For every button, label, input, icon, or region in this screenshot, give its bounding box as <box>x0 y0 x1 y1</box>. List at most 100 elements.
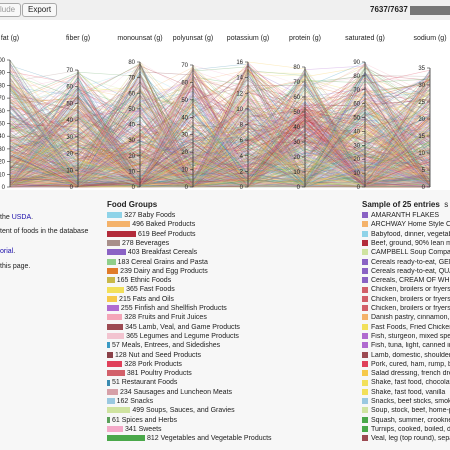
sample-entry[interactable]: Salad dressing, french dressing <box>362 370 450 379</box>
food-group-item[interactable]: 496 Baked Products <box>107 221 195 230</box>
sample-entry[interactable]: Squash, summer, crookneck and <box>362 417 450 426</box>
food-group-item[interactable]: 215 Fats and Oils <box>107 296 174 305</box>
food-group-bar <box>107 379 110 386</box>
sample-entry[interactable]: Beef, ground, 90% lean meat <box>362 240 450 249</box>
data-polyline <box>9 147 431 183</box>
food-group-item[interactable]: 341 Sweets <box>107 426 162 435</box>
data-polyline <box>9 77 431 185</box>
sample-entry[interactable]: Chicken, broilers or fryers, <box>362 296 450 305</box>
data-polyline <box>10 105 431 187</box>
data-polyline <box>9 139 431 188</box>
data-polyline <box>9 115 431 188</box>
axis[interactable]: polyunsat (g) 70 60 50 40 30 20 10 0 <box>173 35 213 191</box>
data-polyline <box>9 87 431 188</box>
data-polyline <box>9 99 431 187</box>
food-group-item[interactable]: 183 Cereal Grains and Pasta <box>107 259 208 268</box>
axis[interactable]: protein (g) 80 70 60 50 40 30 20 10 0 <box>289 35 321 191</box>
food-group-item[interactable]: 381 Poultry Products <box>107 370 192 379</box>
sample-entry[interactable]: Danish pastry, cinnamon, unenriched <box>362 314 450 323</box>
food-group-item[interactable]: 345 Lamb, Veal, and Game Products <box>107 324 240 333</box>
data-polyline <box>9 84 431 182</box>
food-group-item[interactable]: 812 Vegetables and Vegetable Products <box>107 435 272 444</box>
food-group-item[interactable]: 239 Dairy and Egg Products <box>107 268 208 277</box>
axis[interactable]: monounsat (g) 80 70 60 50 40 30 20 10 0 <box>117 35 162 191</box>
axis[interactable]: saturated (g) 90 80 70 60 50 40 30 20 10 0 <box>345 35 385 191</box>
export-button[interactable]: Export <box>22 3 58 17</box>
sample-entry[interactable]: Shake, fast food, vanilla <box>362 389 450 398</box>
include-button[interactable]: lude <box>0 3 22 17</box>
data-polyline <box>9 62 431 188</box>
sample-entry[interactable]: Cereals ready-to-eat, GENERAL <box>362 259 450 268</box>
axis[interactable]: fat (g)1009080706050403020100 <box>0 35 19 191</box>
sample-entry[interactable]: Veal, leg (top round), separable <box>362 435 450 444</box>
sample-entry[interactable]: Pork, cured, ham, rump, bone-in <box>362 361 450 370</box>
data-polyline <box>9 126 431 188</box>
data-polyline <box>9 92 431 188</box>
food-group-item[interactable]: 328 Pork Products <box>107 361 182 370</box>
data-polyline <box>9 79 431 185</box>
sample-entry[interactable]: Fish, sturgeon, mixed species <box>362 333 450 342</box>
data-polyline <box>9 91 431 188</box>
data-polyline <box>9 108 431 188</box>
sample-entry[interactable]: Turnips, cooked, boiled, drained <box>362 426 450 435</box>
food-group-item[interactable]: 57 Meals, Entrees, and Sidedishes <box>107 342 220 351</box>
data-polyline <box>9 69 431 187</box>
food-group-item[interactable]: 128 Nut and Seed Products <box>107 352 201 361</box>
food-group-item[interactable]: 499 Soups, Sauces, and Gravies <box>107 407 235 416</box>
sample-entry[interactable]: ARCHWAY Home Style Cookies <box>362 221 450 230</box>
parallel-coordinates-chart[interactable]: fat (g)1009080706050403020100 fiber (g)70… <box>0 20 450 200</box>
sample-entry[interactable]: Soup, stock, beef, home-prepared <box>362 407 450 416</box>
axis[interactable]: fiber (g) 70 60 50 40 30 20 10 0 <box>66 35 90 191</box>
food-group-item[interactable]: 278 Beverages <box>107 240 169 249</box>
food-group-item[interactable]: 619 Beef Products <box>107 231 196 240</box>
axis[interactable]: sodium (g) 35 30 25 20 15 10 5 0 <box>413 35 446 191</box>
sample-entry[interactable]: Babyfood, dinner, vegetables <box>362 231 450 240</box>
food-group-item[interactable]: 61 Spices and Herbs <box>107 417 177 426</box>
sample-swatch <box>362 230 368 237</box>
food-group-item[interactable]: 327 Baby Foods <box>107 212 175 221</box>
data-polyline <box>9 104 431 187</box>
data-polyline <box>9 66 431 187</box>
sample-swatch <box>362 258 368 265</box>
sample-entry[interactable]: CAMPBELL Soup Company, CAMPBELL <box>362 249 450 258</box>
sample-entry[interactable]: Shake, fast food, chocolate <box>362 379 450 388</box>
axis[interactable]: potassium (g) 16 14 12 10 8 6 4 2 0 <box>227 35 269 191</box>
sample-entry[interactable]: Lamb, domestic, shoulder, blade <box>362 352 450 361</box>
data-polyline <box>9 95 431 188</box>
sample-entry[interactable]: Fast Foods, Fried Chicken, KFC <box>362 324 450 333</box>
data-polyline <box>9 87 430 188</box>
food-group-item[interactable]: 162 Snacks <box>107 398 153 407</box>
data-polyline <box>9 75 431 188</box>
food-group-item[interactable]: 255 Finfish and Shellfish Products <box>107 305 227 314</box>
food-group-item[interactable]: 403 Breakfast Cereals <box>107 249 197 258</box>
food-group-item[interactable]: 234 Sausages and Luncheon Meats <box>107 389 232 398</box>
data-polyline <box>9 116 431 186</box>
data-polyline <box>9 95 431 187</box>
data-polyline <box>9 80 431 181</box>
sample-entry[interactable]: AMARANTH FLAKES <box>362 212 450 221</box>
sample-entry[interactable]: Cereals, CREAM OF WHEAT <box>362 277 450 286</box>
sample-entry[interactable]: Cereals ready-to-eat, QUAKER <box>362 268 450 277</box>
data-polyline <box>9 104 431 188</box>
sample-entry[interactable]: Chicken, broilers or fryers, <box>362 305 450 314</box>
food-group-item[interactable]: 51 Restaurant Foods <box>107 379 177 388</box>
food-group-item[interactable]: 365 Legumes and Legume Products <box>107 333 239 342</box>
sample-entry[interactable]: Fish, tuna, light, canned in <box>362 342 450 351</box>
intro-period-2: . <box>13 248 16 255</box>
sample-entry[interactable]: Chicken, broilers or fryers, <box>362 286 450 295</box>
data-polyline <box>9 85 431 188</box>
data-polyline <box>9 128 431 188</box>
food-group-item[interactable]: 365 Fast Foods <box>107 286 175 295</box>
data-polyline <box>9 63 431 186</box>
sample-swatch <box>362 416 368 423</box>
data-polyline <box>9 71 431 186</box>
sample-entry[interactable]: Snacks, beef sticks, smoked <box>362 398 450 407</box>
usda-link[interactable]: USDA <box>11 214 32 221</box>
data-polyline <box>9 83 431 187</box>
food-group-item[interactable]: 165 Ethnic Foods <box>107 277 171 286</box>
data-polyline <box>9 67 431 188</box>
axis-tick-label: 80 <box>128 60 135 66</box>
tutorial-link[interactable]: orial <box>0 248 14 255</box>
food-group-item[interactable]: 328 Fruits and Fruit Juices <box>107 314 207 323</box>
data-polyline <box>9 100 431 188</box>
